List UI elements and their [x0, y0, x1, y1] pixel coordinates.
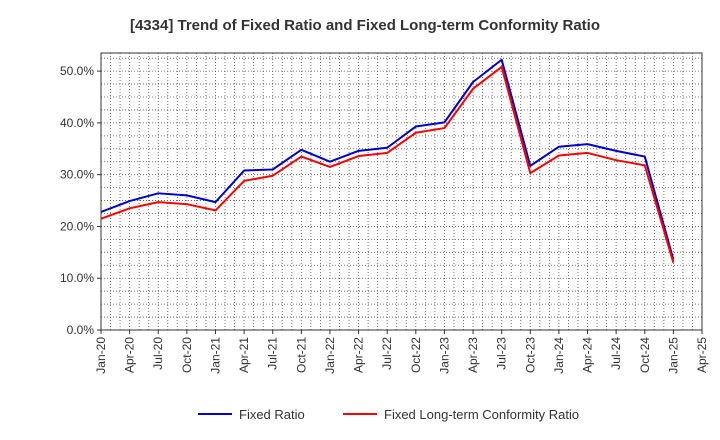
y-tick-label: 0.0% — [67, 323, 95, 337]
series-lines — [100, 58, 675, 263]
series-line-1 — [100, 58, 675, 260]
y-tick-label: 40.0% — [60, 116, 94, 130]
x-axis-ticks: Jan-20 Apr-20 Jul-20 Oct-20 Jan-21 Apr-21 Jul-… — [94, 330, 709, 374]
x-tick-label: Jan-20 — [94, 337, 108, 374]
x-tick-label: Jan-23 — [437, 337, 451, 374]
x-tick-label: Apr-24 — [581, 337, 595, 373]
x-tick-label: Jan-24 — [552, 337, 566, 374]
x-tick-label: Apr-22 — [352, 337, 366, 373]
x-tick-label: Apr-23 — [466, 337, 480, 373]
x-tick-label: Jul-22 — [380, 337, 394, 370]
x-tick-label: Apr-20 — [123, 337, 137, 373]
legend-label-2: Fixed Long-term Conformity Ratio — [384, 407, 579, 422]
x-tick-label: Oct-24 — [638, 337, 652, 373]
x-tick-label: Oct-22 — [409, 337, 423, 373]
legend: Fixed Ratio Fixed Long-term Conformity Ra… — [198, 407, 579, 422]
y-tick-label: 50.0% — [60, 64, 94, 78]
y-tick-label: 10.0% — [60, 271, 94, 285]
chart-title: [4334] Trend of Fixed Ratio and Fixed Lo… — [130, 17, 600, 34]
x-tick-label: Jul-21 — [266, 337, 280, 370]
x-tick-label: Oct-23 — [523, 337, 537, 373]
x-tick-label: Jan-22 — [323, 337, 337, 374]
x-tick-label: Jan-21 — [208, 337, 222, 374]
x-tick-label: Jul-23 — [495, 337, 509, 370]
x-tick-label: Jul-20 — [151, 337, 165, 370]
x-tick-label: Oct-21 — [294, 337, 308, 373]
legend-label-1: Fixed Ratio — [239, 407, 305, 422]
y-axis-ticks: 0.0% 10.0% 20.0% 30.0% 40.0% 50.0% — [60, 64, 101, 337]
y-tick-label: 30.0% — [60, 168, 94, 182]
x-tick-label: Apr-21 — [237, 337, 251, 373]
plot-frame — [100, 52, 703, 331]
x-tick-label: Apr-25 — [695, 337, 709, 373]
x-tick-label: Jan-25 — [666, 337, 680, 374]
x-tick-label: Oct-20 — [180, 337, 194, 373]
grid — [101, 53, 702, 330]
y-tick-label: 20.0% — [60, 219, 94, 233]
x-tick-label: Jul-24 — [609, 337, 623, 370]
series-line-2 — [100, 65, 675, 263]
